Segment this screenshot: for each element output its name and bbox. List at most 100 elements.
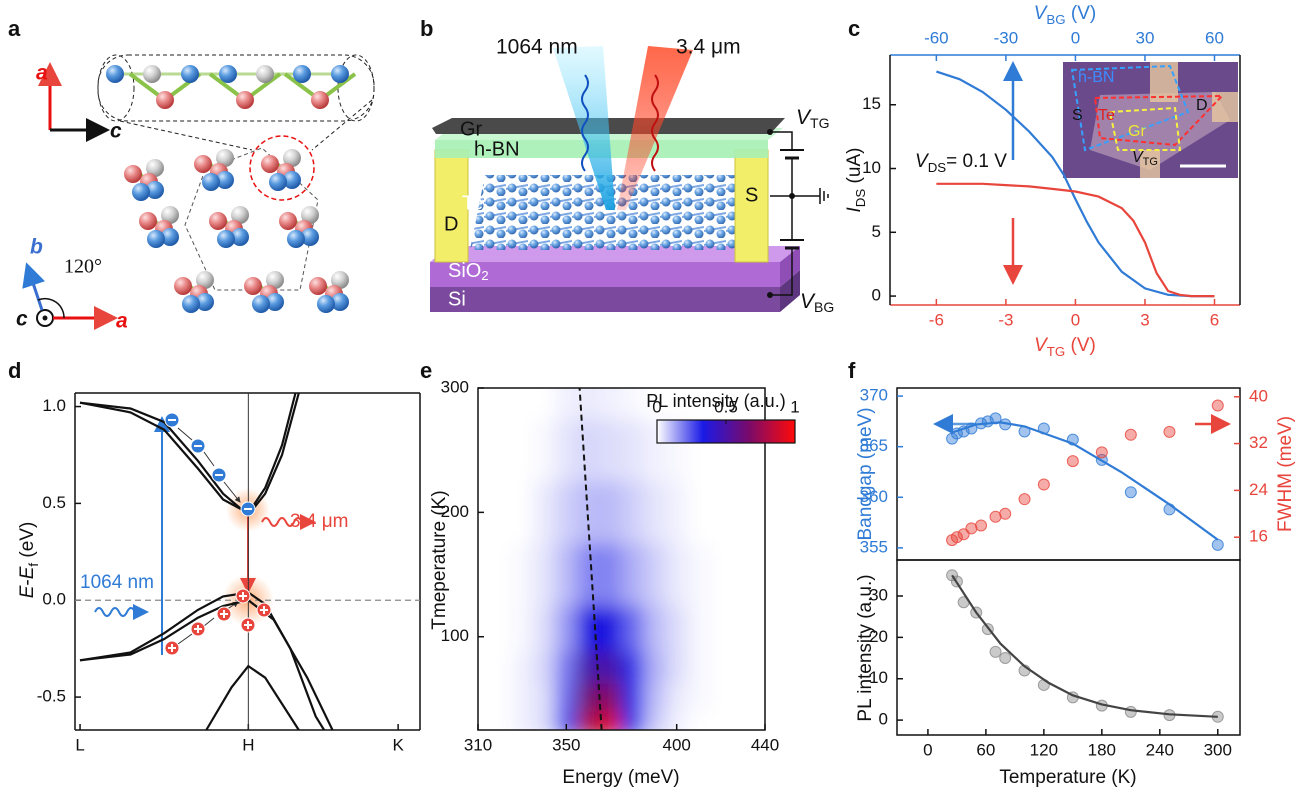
atom xyxy=(231,228,249,246)
data-point xyxy=(1211,538,1224,551)
x-tick-label: L xyxy=(75,735,84,754)
heatmap-cell xyxy=(687,388,711,420)
te-lattice xyxy=(470,175,745,250)
heatmap-cell xyxy=(555,543,578,607)
atom xyxy=(311,91,329,109)
heatmap-cell xyxy=(577,652,600,684)
atom xyxy=(317,295,335,313)
heatmap-cell xyxy=(577,683,600,712)
text-part: (V) xyxy=(1066,3,1097,24)
series-line xyxy=(936,70,1215,298)
atom xyxy=(156,91,174,109)
pl-beam xyxy=(617,46,693,210)
y-axis-title: Bandgap (meV) xyxy=(855,407,876,540)
series-line xyxy=(79,392,297,515)
beam-label: 1064 nm xyxy=(496,36,578,59)
heatmap-cell xyxy=(665,683,689,712)
data-point xyxy=(1124,705,1137,718)
plot-frame xyxy=(477,387,766,731)
colorbar-tick-label: 0.5 xyxy=(714,397,738,416)
heatmap xyxy=(511,388,711,730)
atom xyxy=(196,271,214,289)
text-part: f xyxy=(26,563,41,567)
relaxation-arrows xyxy=(177,602,238,645)
text-part: V xyxy=(915,151,930,172)
y-tick-label: 0.5 xyxy=(42,493,66,512)
text-part: BG xyxy=(1046,12,1065,27)
y-tick-label: 365 xyxy=(860,436,888,455)
text-part: TG xyxy=(1047,344,1065,359)
annotation: 1064 nm xyxy=(80,572,154,593)
heatmap-cell xyxy=(687,481,711,544)
atom xyxy=(244,277,262,295)
series-line xyxy=(205,664,300,731)
heatmap-cell xyxy=(533,388,556,420)
heatmap-cell xyxy=(599,711,622,730)
atom xyxy=(219,65,237,83)
node xyxy=(789,193,795,199)
heatmap-cell xyxy=(511,605,534,653)
y-tick-label: 200 xyxy=(441,502,469,521)
series-line xyxy=(936,182,1215,298)
atom xyxy=(261,155,279,173)
axis-title: VDS= 0.1 V xyxy=(915,151,1007,175)
axis-label: b xyxy=(30,236,43,259)
electrode xyxy=(1140,150,1160,178)
y-tick-label: 40 xyxy=(1249,386,1268,405)
relaxation-arrows xyxy=(177,427,240,502)
x-tick-label: H xyxy=(242,735,254,754)
heatmap-cell xyxy=(621,711,645,730)
crystal-diagram: a c b a c 120° xyxy=(16,54,375,333)
plot-frame xyxy=(896,387,1241,561)
text-part: I xyxy=(844,206,865,212)
axis-label: c xyxy=(16,308,28,331)
heatmap-cell xyxy=(687,543,711,607)
text-part: V xyxy=(1034,335,1049,356)
heatmap-cell xyxy=(621,388,645,420)
heatmap-cell xyxy=(555,711,578,730)
photon xyxy=(94,604,149,620)
colorbar-tick-label: 0 xyxy=(652,397,661,416)
y-tick-label: 355 xyxy=(860,537,888,556)
heatmap-cell xyxy=(687,711,711,730)
atom xyxy=(217,230,235,248)
inset-label: VTG xyxy=(1132,149,1158,168)
y-tick-label: 24 xyxy=(1249,480,1268,499)
text-part: E xyxy=(17,566,38,579)
heatmap-cell xyxy=(577,419,600,482)
text-part: SiO xyxy=(448,260,481,282)
y-tick-label: 16 xyxy=(1249,527,1268,546)
panel-label: b xyxy=(420,16,433,41)
heatmap-cell xyxy=(533,605,556,653)
panel-label: a xyxy=(8,16,21,41)
chain-cylinder xyxy=(97,54,375,122)
fit-line xyxy=(951,574,1218,718)
atom xyxy=(293,65,311,83)
band-decor xyxy=(94,416,316,655)
heatmap-cell xyxy=(577,388,600,420)
wave xyxy=(581,74,589,172)
heatmap-cell xyxy=(533,683,556,712)
atom xyxy=(331,293,349,311)
heatmap-cell xyxy=(687,605,711,653)
atom xyxy=(174,277,192,295)
text-part: 2 xyxy=(481,268,488,283)
data-point xyxy=(989,645,1002,658)
y-tick-label: 100 xyxy=(441,626,469,645)
electrode xyxy=(1150,62,1178,102)
heatmap-cell xyxy=(599,605,622,653)
atom xyxy=(147,230,165,248)
heatmap-cell xyxy=(511,711,534,730)
panel-label: e xyxy=(420,358,432,383)
data-point xyxy=(1066,455,1079,468)
heatmap-cell xyxy=(643,543,667,607)
axis-label: a xyxy=(116,310,128,333)
y-tick-label: 5 xyxy=(872,222,881,241)
y-tick-label: -0.5 xyxy=(37,687,66,706)
heatmap-cell xyxy=(577,543,600,607)
atom xyxy=(196,293,214,311)
atom xyxy=(143,65,161,83)
atom xyxy=(146,181,164,199)
